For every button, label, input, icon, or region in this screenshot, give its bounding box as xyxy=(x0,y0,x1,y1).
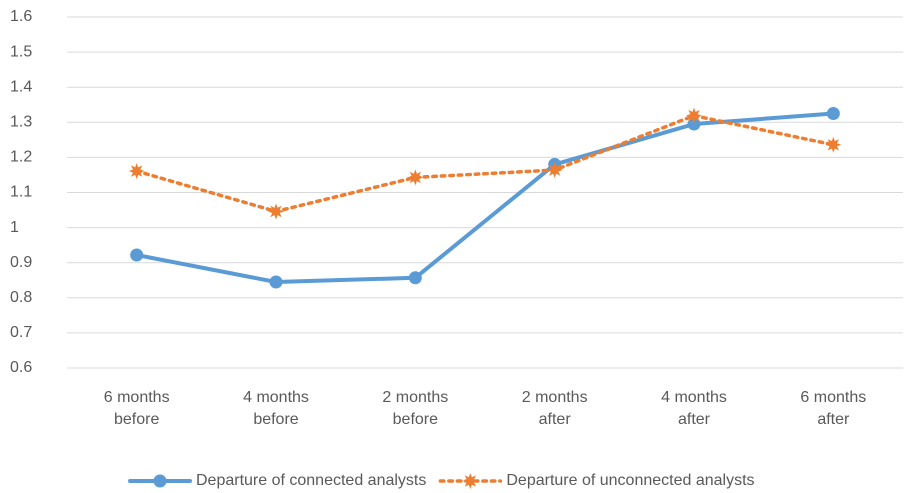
series-line xyxy=(134,111,836,285)
y-tick-label: 0.9 xyxy=(10,254,32,271)
data-point xyxy=(269,275,283,289)
y-tick-label: 0.8 xyxy=(10,289,32,306)
y-tick-label: 1.3 xyxy=(10,114,32,131)
x-tick-label: 4 months before xyxy=(243,389,309,428)
y-tick-label: 1.5 xyxy=(10,43,32,60)
legend-marker xyxy=(462,473,479,489)
legend-label: Departure of connected analysts xyxy=(196,472,426,489)
data-point xyxy=(546,162,563,179)
x-tick-label: 6 months after xyxy=(800,389,867,428)
x-tick-label: 4 months after xyxy=(661,389,727,428)
x-tick-label: 2 months before xyxy=(382,389,449,428)
legend-marker xyxy=(153,474,167,488)
y-tick-label: 1 xyxy=(10,219,19,236)
y-tick-label: 0.7 xyxy=(10,324,32,341)
x-tick-label: 6 months before xyxy=(103,389,170,428)
data-point xyxy=(687,117,701,131)
y-tick-label: 1.4 xyxy=(10,78,32,95)
data-point xyxy=(130,248,144,262)
data-point xyxy=(128,163,145,180)
data-point xyxy=(825,136,842,153)
data-point xyxy=(407,169,424,186)
y-tick-label: 1.1 xyxy=(10,184,32,201)
y-tick-label: 1.6 xyxy=(10,8,32,25)
data-point xyxy=(408,271,422,285)
data-point xyxy=(268,203,284,220)
data-point xyxy=(826,107,840,121)
x-tick-label: 2 months after xyxy=(521,389,588,428)
y-tick-label: 1.2 xyxy=(10,149,32,166)
data-point xyxy=(686,107,702,124)
series-line xyxy=(134,113,836,214)
legend-label: Departure of unconnected analysts xyxy=(506,472,754,489)
y-tick-label: 0.6 xyxy=(10,359,32,376)
